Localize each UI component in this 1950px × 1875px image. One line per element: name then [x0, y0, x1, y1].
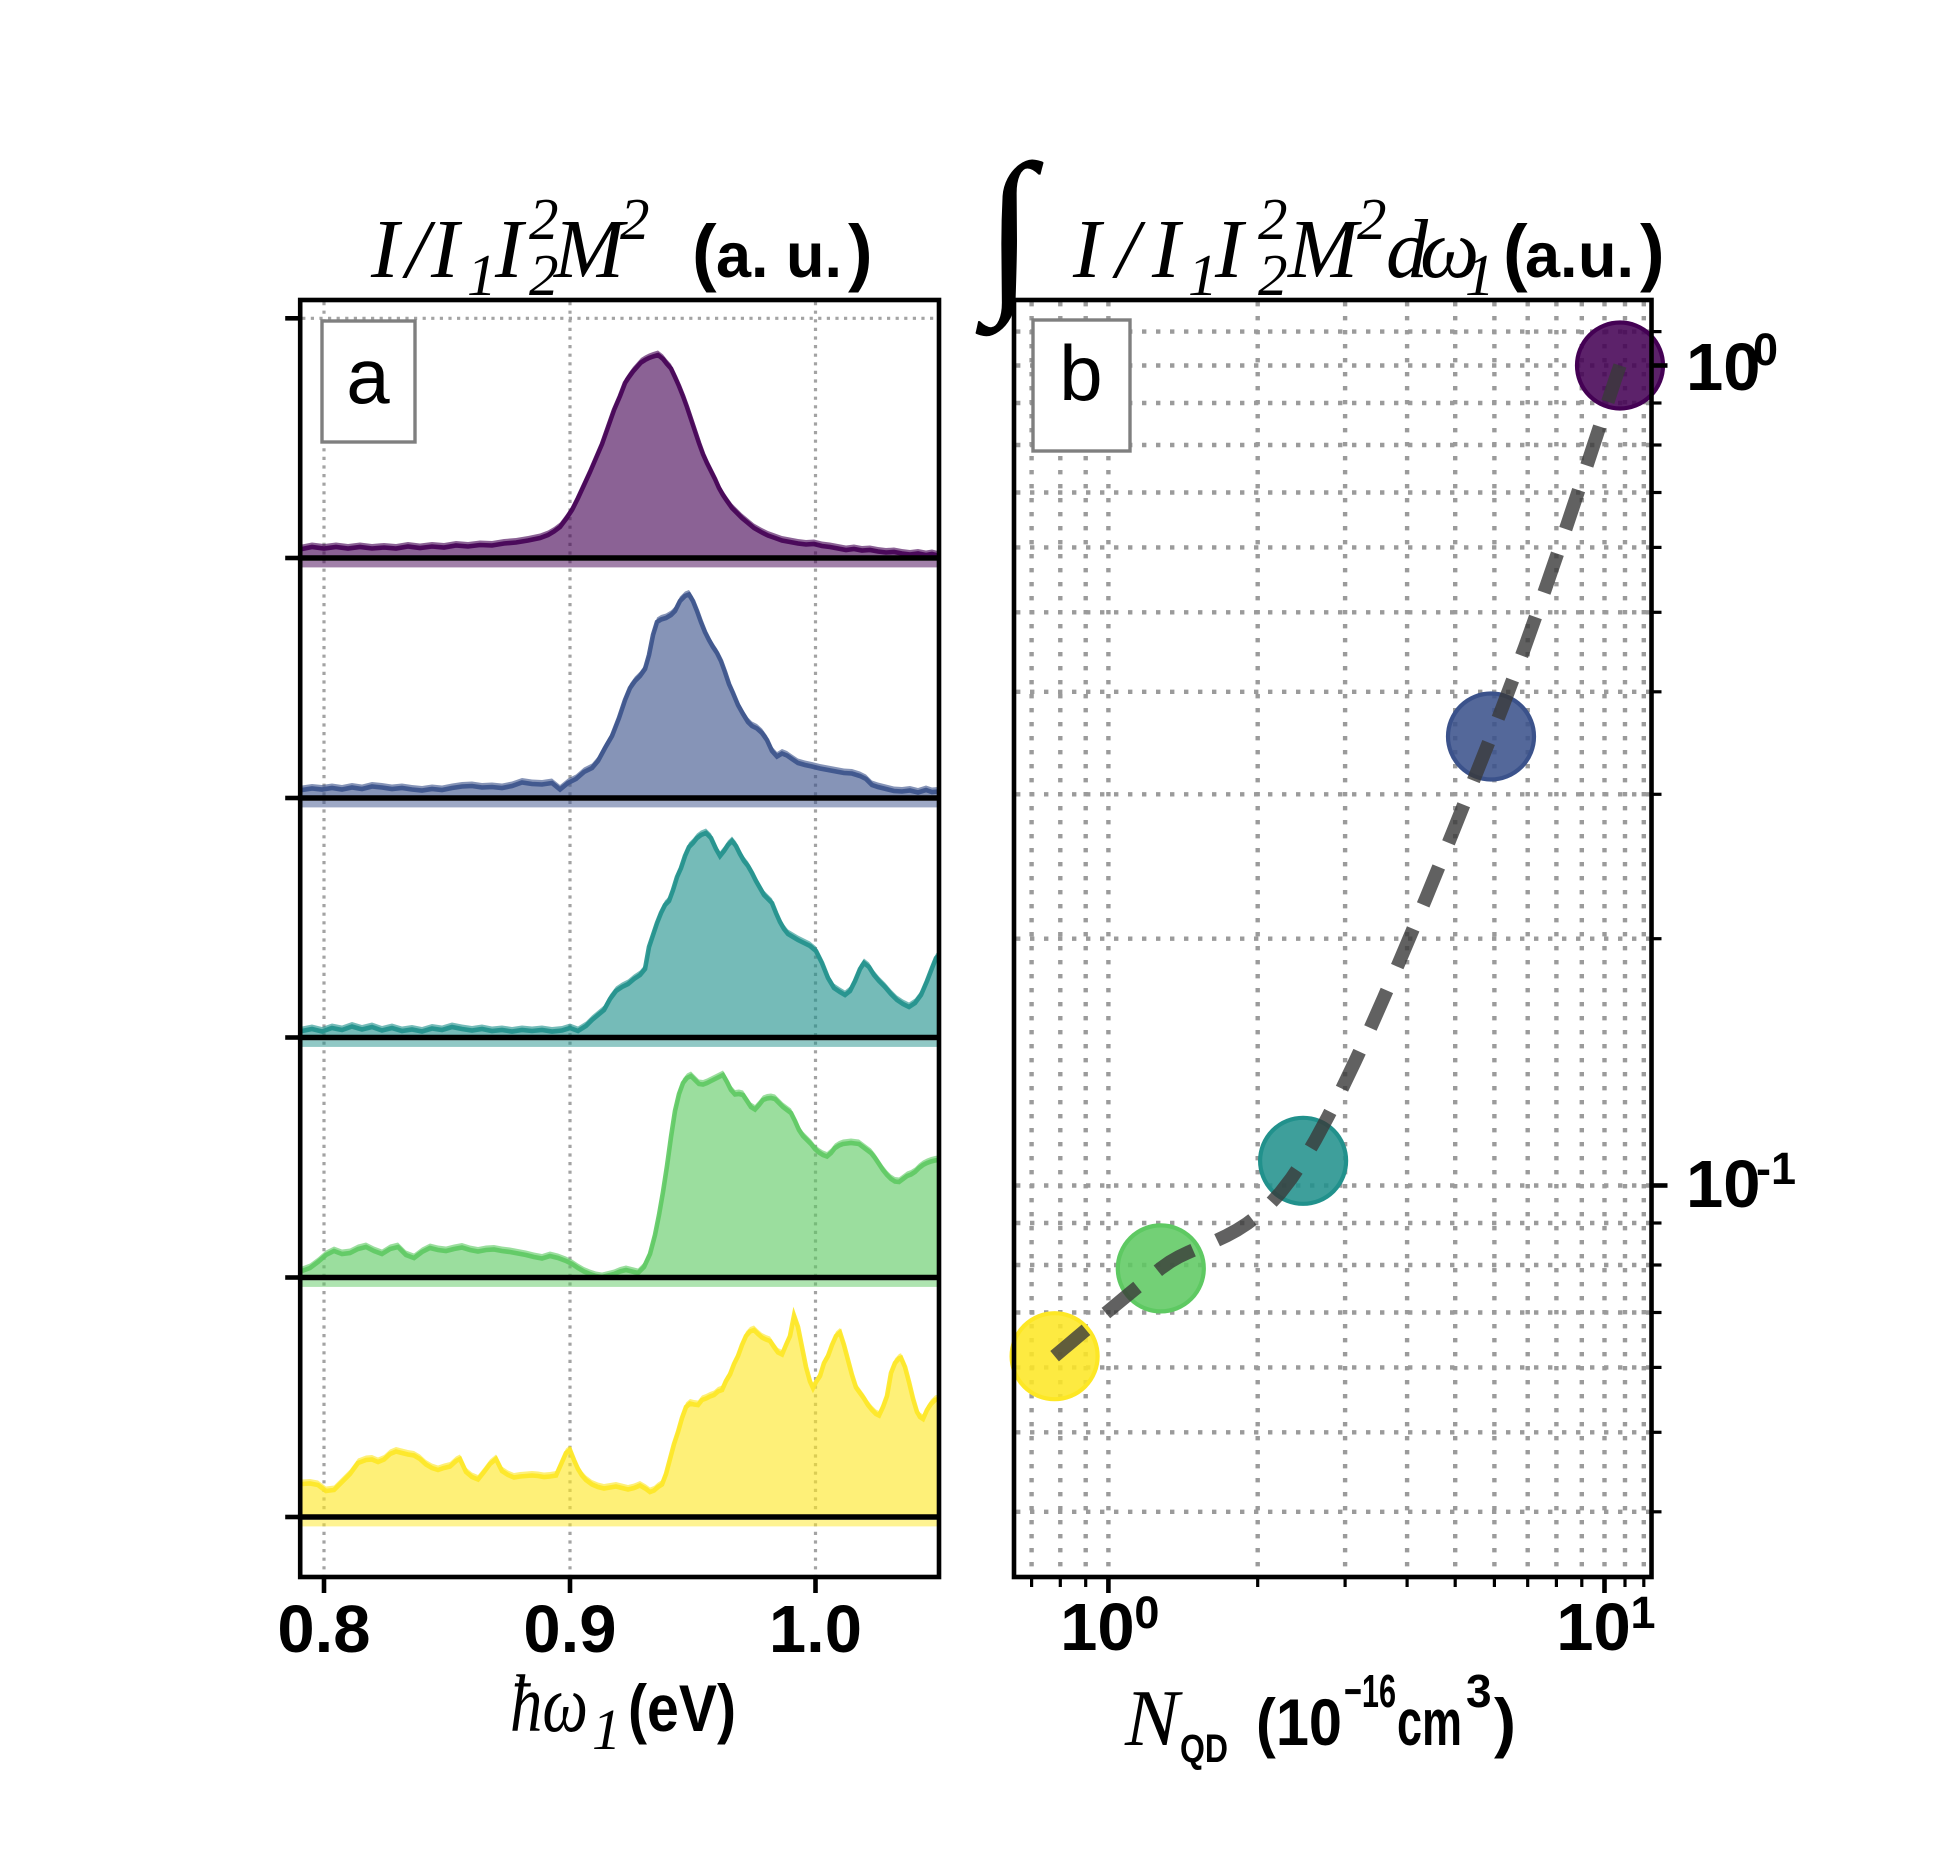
svg-text:1: 1	[467, 242, 497, 308]
svg-text:2: 2	[1258, 242, 1288, 308]
svg-text:I: I	[1151, 203, 1184, 296]
svg-text:N: N	[1124, 1675, 1184, 1763]
svg-text:): )	[1494, 1685, 1516, 1759]
svg-text:3: 3	[1466, 1665, 1492, 1717]
svg-text:): )	[848, 210, 873, 293]
svg-text:(10: (10	[1256, 1685, 1342, 1759]
svg-text:1: 1	[1631, 1587, 1656, 1638]
svg-text:ω: ω	[1420, 203, 1479, 296]
svg-text:2: 2	[529, 242, 559, 308]
svg-text:0: 0	[1134, 1587, 1159, 1638]
svg-text:I: I	[1072, 203, 1105, 296]
svg-text:ħω: ħω	[510, 1658, 588, 1749]
svg-text:(: (	[692, 210, 717, 293]
svg-text:I: I	[1214, 203, 1247, 296]
svg-text:∫: ∫	[975, 128, 1044, 337]
svg-text:1: 1	[592, 1697, 621, 1762]
svg-text:1.0: 1.0	[769, 1592, 862, 1667]
svg-text:2: 2	[529, 186, 559, 252]
svg-text:10: 10	[1686, 1147, 1761, 1222]
svg-text:1: 1	[1188, 242, 1218, 308]
svg-text:I: I	[370, 203, 403, 296]
svg-text:): )	[1640, 210, 1665, 293]
svg-text:1: 1	[1465, 242, 1495, 308]
svg-text:u.: u.	[786, 221, 842, 291]
svg-text:(: (	[1503, 210, 1528, 293]
svg-text:I: I	[494, 203, 527, 296]
svg-text:I: I	[430, 203, 463, 296]
svg-text:d: d	[1386, 203, 1429, 296]
svg-text:10: 10	[1060, 1590, 1135, 1665]
svg-text:−16: −16	[1344, 1665, 1396, 1717]
svg-text:QD: QD	[1180, 1727, 1228, 1771]
svg-text:0.8: 0.8	[277, 1592, 370, 1667]
svg-text:(eV): (eV)	[628, 1671, 736, 1745]
svg-text:a: a	[346, 332, 390, 420]
svg-text:a.: a.	[1525, 221, 1578, 291]
svg-text:10: 10	[1686, 330, 1761, 405]
svg-text:cm: cm	[1397, 1685, 1462, 1759]
svg-text:0: 0	[1753, 324, 1778, 375]
svg-text:M: M	[1287, 203, 1362, 296]
svg-text:u.: u.	[1578, 221, 1634, 291]
svg-text:2: 2	[1357, 186, 1387, 252]
svg-text:a.: a.	[716, 221, 769, 291]
svg-text:10: 10	[1556, 1590, 1631, 1665]
svg-text:b: b	[1059, 329, 1102, 417]
svg-text:2: 2	[1258, 186, 1288, 252]
svg-text:0.9: 0.9	[523, 1592, 616, 1667]
svg-text:-1: -1	[1756, 1143, 1796, 1194]
svg-text:M: M	[553, 203, 628, 296]
svg-text:2: 2	[620, 186, 650, 252]
